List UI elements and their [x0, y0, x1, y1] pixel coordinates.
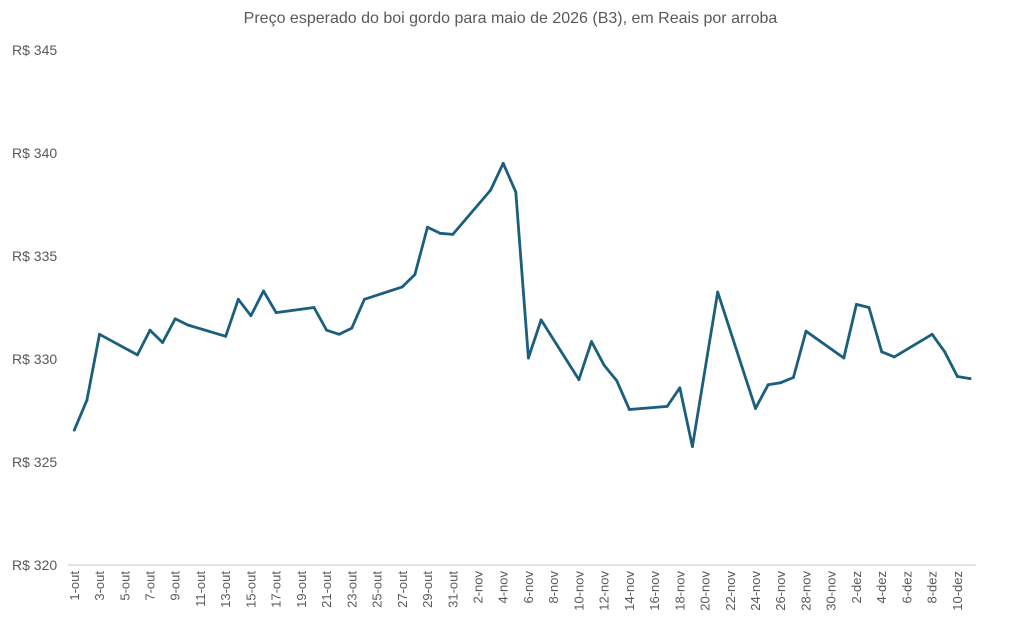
chart-title: Preço esperado do boi gordo para maio de…: [243, 10, 778, 27]
data-point: [438, 231, 442, 235]
x-tick-label: 4-nov: [496, 571, 511, 604]
x-tick-label: 29-out: [420, 571, 435, 608]
data-point: [501, 161, 505, 165]
x-tick-label: 9-out: [168, 571, 183, 601]
data-point: [413, 273, 417, 276]
data-point: [350, 326, 354, 330]
data-point: [98, 332, 101, 336]
x-tick-label: 7-out: [142, 571, 157, 601]
data-point: [791, 376, 795, 379]
data-point: [855, 303, 858, 306]
x-tick-label: 10-nov: [571, 571, 586, 611]
y-tick-label: R$ 325: [12, 454, 57, 470]
x-tick-label: 30-nov: [824, 571, 839, 611]
data-point: [325, 328, 328, 332]
data-point: [665, 404, 669, 408]
data-point: [880, 350, 884, 354]
x-tick-label: 3-out: [92, 571, 107, 601]
x-tick-label: 13-out: [218, 571, 233, 608]
x-tick-label: 23-out: [344, 571, 359, 608]
x-tick-label: 4-dez: [874, 571, 889, 604]
data-point: [85, 398, 89, 402]
x-tick-label: 22-nov: [723, 571, 738, 611]
data-point: [627, 408, 631, 411]
data-point: [577, 378, 581, 381]
data-point: [249, 314, 253, 318]
data-point: [236, 297, 240, 301]
x-tick-label: 8-nov: [546, 571, 561, 604]
x-tick-label: 26-nov: [773, 571, 788, 611]
data-point: [842, 356, 846, 360]
data-point: [527, 356, 530, 360]
data-point: [943, 350, 947, 354]
x-tick-label: 17-out: [269, 571, 284, 608]
x-tick-label: 20-nov: [698, 571, 713, 611]
data-point: [968, 377, 972, 380]
x-tick-label: 16-nov: [647, 571, 662, 611]
x-tick-label: 2-dez: [849, 571, 864, 604]
x-tick-label: 24-nov: [748, 571, 763, 611]
x-tick-label: 10-dez: [950, 571, 965, 611]
y-tick-label: R$ 340: [12, 145, 57, 161]
data-point: [615, 379, 619, 383]
data-point: [779, 381, 783, 385]
x-tick-label: 6-dez: [899, 571, 914, 604]
data-point: [312, 306, 316, 309]
data-point: [173, 317, 177, 321]
data-point: [400, 285, 404, 289]
data-point: [754, 407, 757, 410]
x-tick-label: 12-nov: [597, 571, 612, 611]
data-point: [426, 225, 429, 229]
x-tick-label: 18-nov: [672, 571, 687, 611]
x-tick-label: 8-dez: [925, 571, 940, 604]
y-tick-label: R$ 335: [12, 248, 57, 264]
data-point: [930, 332, 934, 336]
data-point: [590, 340, 593, 343]
data-point: [337, 332, 341, 336]
data-point: [955, 375, 959, 378]
y-tick-label: R$ 330: [12, 351, 57, 367]
x-tick-label: 21-out: [319, 571, 334, 608]
x-tick-label: 5-out: [117, 571, 132, 601]
series-line: [72, 161, 972, 449]
x-tick-label: 28-nov: [798, 571, 813, 611]
data-point: [691, 445, 694, 448]
y-tick-label: R$ 345: [12, 42, 57, 58]
data-point: [274, 311, 278, 315]
x-tick-label: 27-out: [395, 571, 410, 608]
x-tick-label: 6-nov: [521, 571, 536, 604]
data-point: [867, 306, 871, 309]
data-point: [804, 329, 808, 333]
x-tick-label: 25-out: [370, 571, 385, 608]
y-tick-label: R$ 320: [12, 557, 57, 573]
data-point: [135, 353, 139, 357]
data-point: [539, 318, 543, 322]
data-point: [489, 188, 492, 192]
x-tick-label: 15-out: [243, 571, 258, 608]
data-point: [148, 328, 152, 332]
x-tick-label: 14-nov: [622, 571, 637, 611]
x-tick-label: 19-out: [294, 571, 309, 608]
x-tick-label: 1-out: [67, 571, 82, 601]
data-point: [363, 297, 366, 301]
data-point: [161, 341, 165, 344]
data-point: [892, 355, 896, 359]
data-point: [716, 290, 720, 294]
x-tick-label: 2-nov: [470, 571, 485, 604]
x-tick-label: 31-out: [445, 571, 460, 608]
data-point: [262, 289, 265, 293]
data-point: [766, 383, 770, 387]
data-point: [602, 363, 606, 367]
x-tick-label: 11-out: [193, 571, 208, 607]
data-point: [72, 428, 76, 432]
data-point: [186, 323, 190, 327]
data-point: [514, 190, 518, 194]
data-point: [451, 232, 455, 236]
data-point: [678, 386, 682, 390]
data-point: [224, 334, 228, 338]
